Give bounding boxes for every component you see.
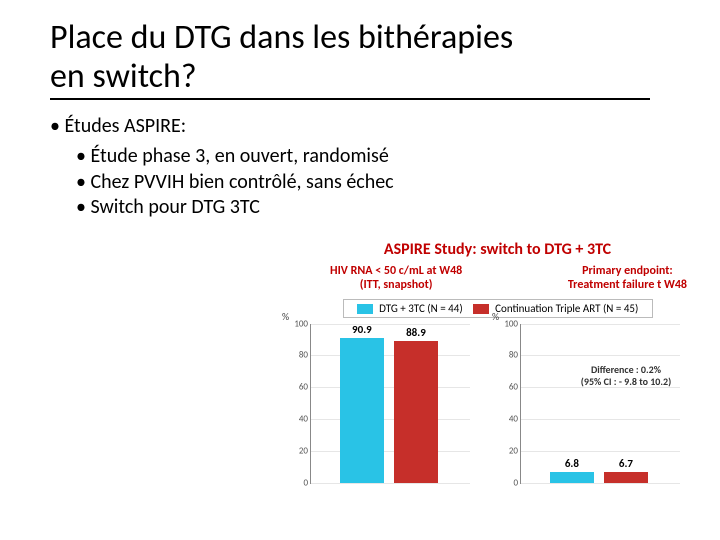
- swatch-b: [473, 304, 489, 314]
- y-label-left: %: [282, 310, 289, 323]
- legend-item-a: DTG + 3TC (N = 44): [357, 302, 463, 315]
- bullet-aspire: Études ASPIRE:: [50, 114, 680, 138]
- chart-right: % 0204060801006.86.7 Difference : 0.2% (…: [500, 324, 680, 484]
- sub-bullet-2: Chez PVVIH bien contrôlé, sans échec: [76, 170, 680, 196]
- chart-left: % 02040608010090.988.9: [290, 324, 470, 484]
- bar-a: [340, 338, 385, 483]
- title-line-1: Place du DTG dans les bithérapies: [50, 17, 513, 58]
- bar-a-label: 6.8: [565, 457, 579, 470]
- bar-a: [550, 472, 595, 483]
- figure-subtitle-right: Primary endpoint: Treatment failure t W4…: [568, 265, 687, 293]
- bar-b-label: 6.7: [619, 457, 633, 470]
- difference-box: Difference : 0.2% (95% CI : - 9.8 to 10.…: [566, 364, 686, 388]
- bar-b: [394, 341, 439, 482]
- bar-b: [604, 472, 649, 483]
- charts-row: % 02040608010090.988.9 % 0204060801006.8…: [290, 324, 705, 484]
- sub-bullet-3: Switch pour DTG 3TC: [76, 195, 680, 221]
- bar-a-label: 90.9: [352, 323, 372, 336]
- bullet-list: Études ASPIRE: Étude phase 3, en ouvert,…: [50, 114, 680, 221]
- figure-subtitle-left: HIV RNA < 50 c/mL at W48 (ITT, snapshot): [330, 265, 462, 293]
- embedded-figure: ASPIRE Study: switch to DTG + 3TC HIV RN…: [290, 240, 705, 530]
- swatch-a: [357, 304, 373, 314]
- figure-title: ASPIRE Study: switch to DTG + 3TC: [290, 240, 705, 259]
- y-label-right: %: [492, 310, 499, 323]
- title-line-2: en switch?: [50, 56, 197, 97]
- sub-bullet-1: Étude phase 3, en ouvert, randomisé: [76, 144, 680, 170]
- slide-title: Place du DTG dans les bithérapies en swi…: [50, 18, 650, 100]
- bar-b-label: 88.9: [406, 326, 426, 339]
